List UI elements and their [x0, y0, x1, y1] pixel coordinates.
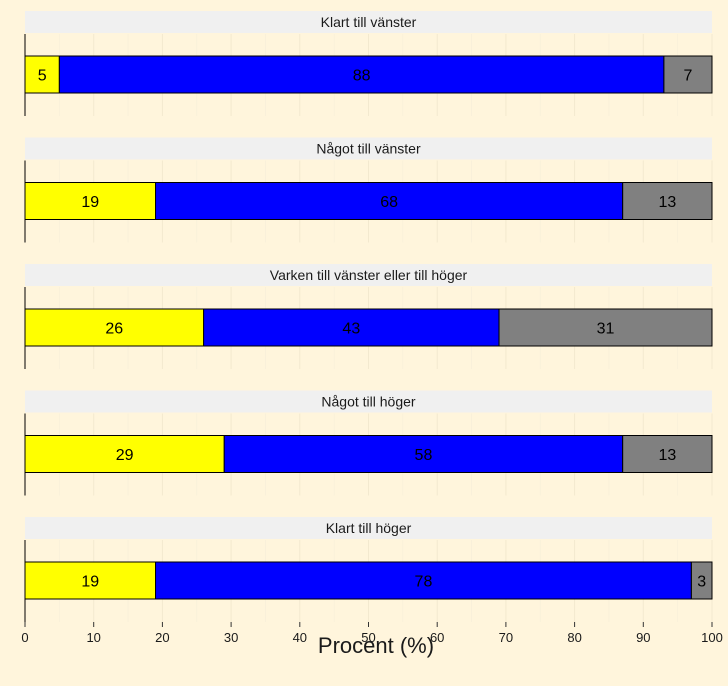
- panel: Något till höger 29 58 13: [24, 390, 713, 496]
- bar-segment: [690, 561, 713, 600]
- x-tick-label: 10: [86, 630, 100, 645]
- bar-value-label: 88: [353, 68, 371, 85]
- bar-value-label: 43: [342, 321, 360, 338]
- bar-value-label: 78: [415, 574, 433, 591]
- bar-segment: [622, 182, 713, 220]
- bar-segment: [203, 308, 500, 347]
- x-tick-label: 90: [636, 630, 650, 645]
- panel: Varken till vänster eller till höger 26 43…: [24, 264, 713, 369]
- bar-segment: [622, 435, 713, 473]
- bar-segment: [24, 182, 157, 220]
- bar-value-label: 58: [415, 447, 433, 464]
- bar-value-label: 19: [81, 194, 99, 211]
- x-tick-label: 100: [701, 630, 723, 645]
- x-tick-label: 80: [567, 630, 581, 645]
- panel-strip: [25, 390, 712, 413]
- panel-strip: [25, 11, 712, 33]
- bar-segment: [24, 435, 225, 473]
- bar-value-label: 5: [38, 68, 47, 85]
- chart-panels: Klart till vänster 5 88 7 Något till vänster…: [24, 11, 713, 622]
- bar-value-label: 13: [658, 194, 676, 211]
- panel-title: Varken till vänster eller till höger: [270, 267, 468, 283]
- bar-value-label: 26: [105, 321, 123, 338]
- panel-title: Något till vänster: [316, 141, 421, 157]
- bar-value-label: 19: [81, 574, 99, 591]
- panel-strip: [25, 517, 712, 539]
- panel: Klart till vänster 5 88 7: [24, 11, 713, 116]
- bar-value-label: 7: [684, 68, 693, 85]
- x-tick-label: 0: [21, 630, 28, 645]
- bar-segment: [223, 435, 624, 473]
- bar-segment: [24, 55, 60, 94]
- panel-title: Klart till höger: [326, 520, 412, 536]
- bar-segment: [498, 308, 713, 347]
- panel: Något till vänster 19 68 13: [24, 137, 713, 243]
- x-tick-label: 70: [499, 630, 513, 645]
- bar-segment: [155, 561, 692, 600]
- bar-value-label: 31: [597, 321, 615, 338]
- bar-segment: [663, 55, 713, 94]
- x-tick-label: 50: [361, 630, 375, 645]
- bar-segment: [58, 55, 665, 94]
- panel-strip: [25, 264, 712, 286]
- x-tick-label: 60: [430, 630, 444, 645]
- bar-value-label: 68: [380, 194, 398, 211]
- x-tick-label: 30: [224, 630, 238, 645]
- panel-title: Något till höger: [321, 394, 416, 410]
- panel: Klart till höger 19 78 3: [24, 517, 713, 622]
- x-tick-label: 40: [293, 630, 307, 645]
- bar-value-label: 3: [697, 574, 706, 591]
- panel-strip: [25, 137, 712, 160]
- bar-segment: [24, 561, 157, 600]
- bar-value-label: 13: [658, 447, 676, 464]
- x-axis-title: Procent (%): [318, 633, 434, 658]
- x-tick-label: 20: [155, 630, 169, 645]
- bar-value-label: 29: [116, 447, 134, 464]
- panel-title: Klart till vänster: [321, 14, 417, 30]
- x-axis: 0 10 20 30 40 50 60 70 80 90 100: [21, 622, 723, 645]
